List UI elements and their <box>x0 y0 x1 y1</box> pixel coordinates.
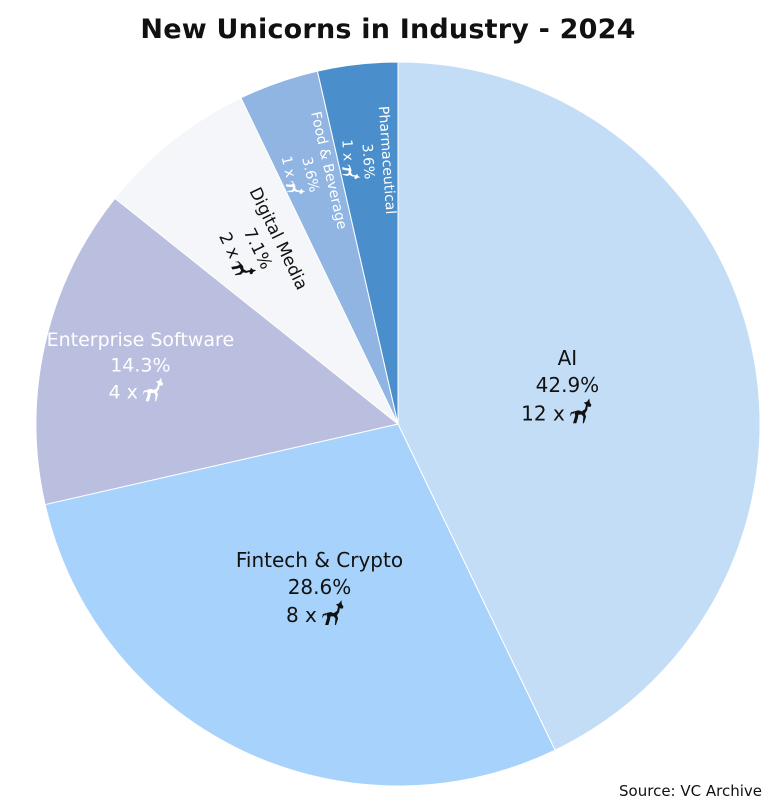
slice-count-label: 8 x <box>286 603 317 627</box>
slice-count-label: 1 x <box>278 155 298 180</box>
slice-name-label: Fintech & Crypto <box>236 548 403 572</box>
pie-slice-enterprise-software <box>35 197 400 506</box>
slice-label-enterprise-software: Enterprise Software 14.3% 4 x <box>47 329 235 404</box>
source-note: Source: VC Archive <box>619 782 762 800</box>
slice-count-label: 4 x <box>109 382 138 404</box>
slice-count-label: 1 x <box>338 139 355 162</box>
slice-percent-label: 42.9% <box>536 373 600 397</box>
slice-percent-label: 3.6% <box>298 156 322 194</box>
pie-slice-pharmaceutical <box>316 61 399 425</box>
slice-percent-label: 14.3% <box>110 355 170 377</box>
chart-title: New Unicorns in Industry - 2024 <box>140 14 636 45</box>
pie-slice-ai <box>397 61 761 751</box>
slice-name-label: AI <box>558 346 578 370</box>
slice-percent-label: 28.6% <box>288 575 352 599</box>
slice-label-fintech-crypto: Fintech & Crypto 28.6% 8 x <box>236 548 403 627</box>
slice-name-label: Enterprise Software <box>47 329 235 351</box>
slice-label-ai: AI 42.9% 12 x <box>521 346 599 425</box>
slice-percent-label: 3.6% <box>358 143 376 180</box>
pie-slice-digital-media <box>114 97 399 425</box>
slice-name-label: Pharmaceutical <box>375 106 399 215</box>
pie-slice-fintech-crypto <box>44 423 556 787</box>
slice-count-label: 12 x <box>521 401 565 425</box>
